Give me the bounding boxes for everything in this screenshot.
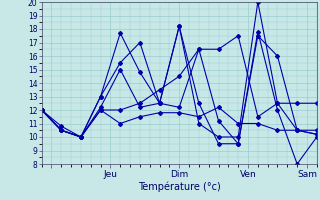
X-axis label: Température (°c): Température (°c) <box>138 181 220 192</box>
